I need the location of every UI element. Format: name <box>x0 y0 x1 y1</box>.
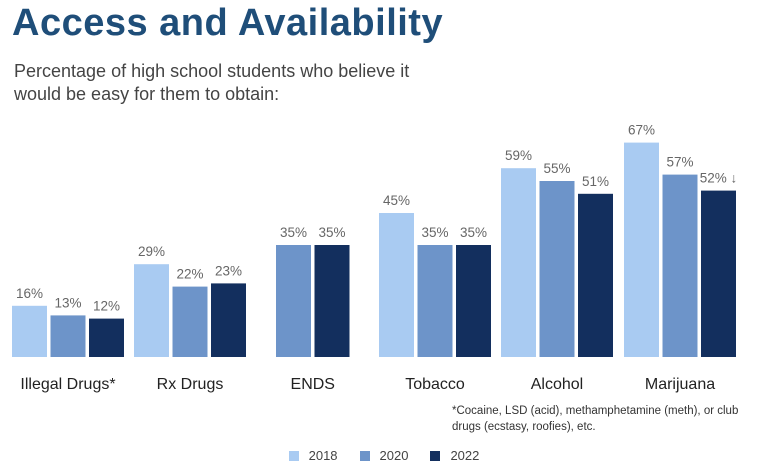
data-label: 51% <box>582 174 609 189</box>
legend-label: 2022 <box>450 448 480 463</box>
category-label: Rx Drugs <box>157 376 224 393</box>
data-label: 67% <box>628 123 655 138</box>
bar-2022-ends <box>314 245 350 357</box>
page-title: Access and Availability <box>12 2 444 44</box>
legend-item-2020: 2020 <box>359 448 409 463</box>
bar-2020-rxdrugs <box>172 286 208 357</box>
legend-item-2018: 2018 <box>288 448 338 463</box>
legend-swatch <box>359 450 370 461</box>
legend-label: 2018 <box>308 448 338 463</box>
data-label: 35% <box>421 225 448 240</box>
category-labels-layer: Illegal Drugs* Rx Drugs ENDS Tobacco Alcohol… <box>20 376 715 393</box>
bars-layer <box>12 142 736 357</box>
data-label: 59% <box>505 148 532 163</box>
footnote: *Cocaine, LSD (acid), methamphetamine (m… <box>452 405 739 433</box>
bar-2022-marijuana <box>701 190 736 357</box>
data-label: 35% <box>318 225 345 240</box>
bar-2022-alcohol <box>578 193 613 357</box>
data-label: 13% <box>54 295 81 310</box>
data-label: 22% <box>176 267 203 282</box>
bar-2018-tobacco <box>379 213 414 357</box>
bar-2022-rxdrugs <box>211 283 246 357</box>
data-label: 35% <box>460 225 487 240</box>
data-label: 16% <box>16 286 43 301</box>
category-label: Alcohol <box>531 376 583 393</box>
legend-label: 2020 <box>379 448 409 463</box>
chart-subtitle: Percentage of high school students who b… <box>14 61 410 104</box>
data-label: 35% <box>280 225 307 240</box>
bar-2020-alcohol <box>539 181 575 357</box>
legend-item-2022: 2022 <box>430 448 479 463</box>
data-label: 12% <box>93 299 120 314</box>
legend-swatch <box>430 450 441 461</box>
data-labels-layer: 16% 13% 12% 29% 22% 23% 35% 35% 45% 35% 35% 59% 55% 5… <box>16 123 737 314</box>
bar-2018-rxdrugs <box>134 264 169 357</box>
bar-2018-alcohol <box>501 168 536 357</box>
category-label: Illegal Drugs* <box>20 376 115 393</box>
legend-swatch <box>288 450 299 461</box>
bar-2020-illegaldrugs <box>50 315 86 357</box>
category-label: Tobacco <box>405 376 465 393</box>
bar-2020-tobacco <box>417 245 453 357</box>
data-label: 29% <box>138 244 165 259</box>
bar-2018-marijuana <box>624 142 659 357</box>
bar-2020-ends <box>276 245 311 357</box>
bar-2022-tobacco <box>456 245 491 357</box>
category-label: ENDS <box>291 376 335 393</box>
bar-2022-illegaldrugs <box>89 318 124 357</box>
chart-legend: 2018 2020 2022 <box>0 448 768 463</box>
data-label: 55% <box>543 161 570 176</box>
data-label: 52% ↓ <box>700 171 738 186</box>
bar-2020-marijuana <box>662 174 698 357</box>
data-label: 23% <box>215 263 242 278</box>
data-label: 45% <box>383 193 410 208</box>
data-label: 57% <box>666 155 693 170</box>
bar-2018-illegaldrugs <box>12 305 47 357</box>
category-label: Marijuana <box>645 376 715 393</box>
